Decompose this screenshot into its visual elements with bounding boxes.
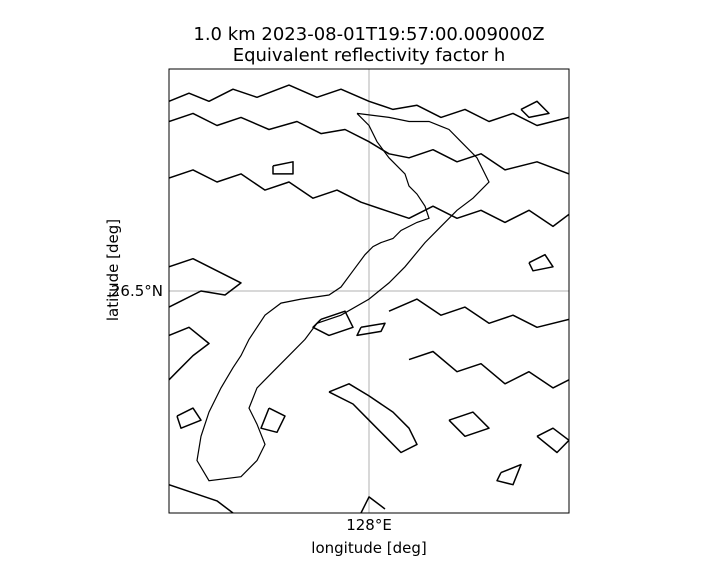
contour-cell-a: [272, 161, 294, 175]
chart-title: 1.0 km 2023-08-01T19:57:00.009000Z: [193, 24, 545, 45]
coastline: [196, 112, 490, 482]
contour-middle-band: [169, 169, 569, 228]
contour-cell-h: [176, 407, 202, 429]
contour-west-bulge: [169, 257, 242, 308]
contour-south-east-band: [388, 298, 569, 329]
contour-lines: [169, 84, 569, 513]
contour-north-band-1: [169, 84, 569, 127]
y-axis-label: latitude [deg]: [104, 219, 122, 321]
contour-south-center-band: [328, 383, 418, 454]
contour-south-band-1: [169, 326, 210, 381]
contour-south-east-band-2: [408, 350, 569, 389]
contour-cell-d: [260, 407, 286, 434]
contour-cell-e: [448, 411, 490, 438]
contour-cell-g: [536, 427, 569, 454]
grid-lines: [169, 69, 569, 513]
contour-cell-f: [496, 463, 522, 486]
chart-subtitle: Equivalent reflectivity factor h: [232, 45, 506, 66]
x-tick-label: 128°E: [346, 516, 392, 534]
tick-labels: 128°E 26.5°N: [111, 282, 392, 534]
contour-cell-i: [528, 253, 554, 272]
contour-cell-j: [520, 100, 550, 119]
contour-cell-b: [356, 322, 386, 337]
contour-north-band-2: [169, 112, 569, 175]
contour-cell-c: [312, 310, 354, 337]
contour-south-band-2: [169, 483, 234, 513]
y-tick-label: 26.5°N: [111, 282, 163, 300]
x-axis-label: longitude [deg]: [311, 539, 426, 557]
contour-south-band-3: [360, 496, 386, 513]
plot-frame: [168, 68, 570, 514]
